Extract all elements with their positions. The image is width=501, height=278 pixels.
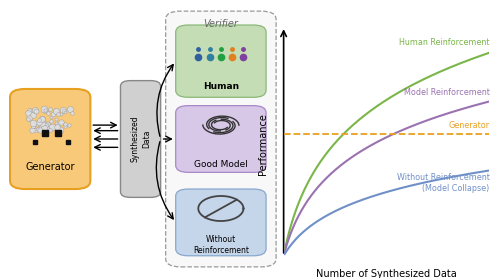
Text: Synthesized
Data: Synthesized Data [130,116,151,162]
Text: Model Reinforcement: Model Reinforcement [403,88,488,97]
FancyBboxPatch shape [175,25,266,97]
FancyBboxPatch shape [165,11,276,267]
Text: Good Model: Good Model [193,160,247,168]
Text: Generator: Generator [26,162,75,172]
Text: Generator: Generator [447,121,488,130]
FancyBboxPatch shape [120,81,160,197]
Text: Human: Human [202,82,238,91]
Text: Human Reinforcement: Human Reinforcement [398,38,488,47]
Text: Verifier: Verifier [203,19,238,29]
FancyBboxPatch shape [10,89,90,189]
Text: Number of Synthesized Data: Number of Synthesized Data [316,269,456,278]
Text: Without Reinforcement
(Model Collapse): Without Reinforcement (Model Collapse) [396,173,488,193]
Text: Performance: Performance [258,113,268,175]
Text: Without
Reinforcement: Without Reinforcement [192,235,248,255]
FancyBboxPatch shape [175,106,266,172]
FancyBboxPatch shape [175,189,266,256]
